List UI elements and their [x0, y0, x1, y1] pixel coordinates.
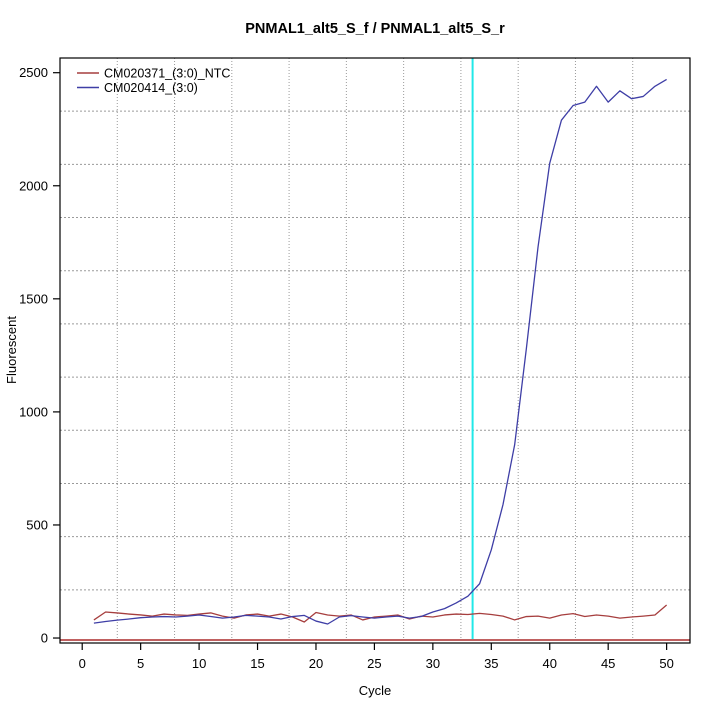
y-axis-title: Fluorescent [4, 316, 19, 384]
marker-lines [60, 58, 690, 642]
y-tick-label: 2000 [19, 178, 48, 193]
y-tick-label: 2500 [19, 65, 48, 80]
x-tick-label: 35 [484, 656, 498, 671]
series-line-1 [93, 78, 667, 625]
x-tick-label: 40 [543, 656, 557, 671]
x-tick-label: 20 [309, 656, 323, 671]
y-tick-label: 1500 [19, 291, 48, 306]
y-tick-label: 0 [41, 631, 48, 646]
plot-border [59, 57, 691, 644]
x-tick-label: 25 [367, 656, 381, 671]
x-tick-label: 50 [659, 656, 673, 671]
x-tick-label: 15 [250, 656, 264, 671]
x-tick-label: 45 [601, 656, 615, 671]
x-axis-title: Cycle [359, 683, 392, 698]
legend-label: CM020414_(3:0) [104, 81, 198, 95]
x-tick-label: 10 [192, 656, 206, 671]
series-lines [93, 78, 668, 625]
legend-label: CM020371_(3:0)_NTC [104, 67, 230, 81]
chart-title: PNMAL1_alt5_S_f / PNMAL1_alt5_S_r [245, 21, 505, 37]
x-tick-label: 30 [426, 656, 440, 671]
x-tick-label: 5 [137, 656, 144, 671]
y-tick-label: 1000 [19, 404, 48, 419]
x-tick-label: 0 [79, 656, 86, 671]
gridlines [60, 58, 691, 644]
y-tick-label: 500 [26, 517, 48, 532]
series-line-0 [93, 604, 668, 623]
